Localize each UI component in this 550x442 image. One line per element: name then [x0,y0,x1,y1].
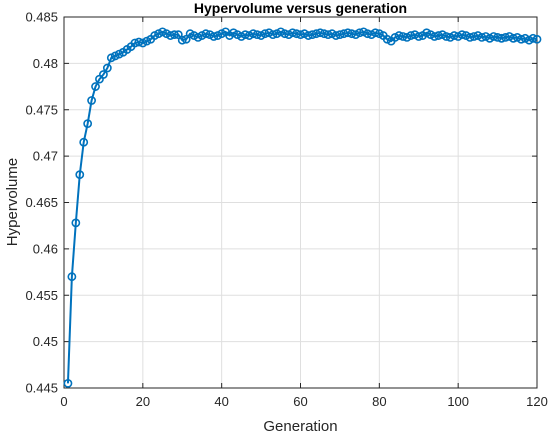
data-point [67,272,77,282]
x-tick-label: 120 [526,394,548,409]
data-point [532,34,542,44]
axes [63,16,538,389]
data-point [177,35,187,45]
y-tick-label: 0.47 [33,149,58,164]
data-point [99,70,108,79]
chart-title: Hypervolume versus generation [194,0,407,16]
data-point [181,34,191,44]
data-point [83,119,93,129]
y-tick-label: 0.455 [25,288,58,303]
y-tick-label: 0.45 [33,334,58,349]
data-point [248,29,258,39]
data-point [169,30,179,40]
y-tick-label: 0.465 [25,195,58,210]
data-point [87,96,96,105]
x-tick-label: 40 [214,394,228,409]
data-point [370,28,380,38]
data-point [414,32,424,41]
x-tick-label: 20 [136,394,150,409]
y-tick-label: 0.475 [25,102,58,117]
series-layer [63,27,542,388]
x-tick-label: 80 [372,394,386,409]
data-point [315,28,325,38]
data-point [335,30,345,40]
data-point [331,31,341,40]
data-point [209,32,219,41]
data-point [79,137,89,147]
data-point [303,31,313,40]
data-point [528,33,538,43]
x-tick-label: 100 [447,394,469,409]
x-tick-label: 0 [60,394,67,409]
data-point [102,63,112,73]
x-tick-label: 60 [293,394,307,409]
data-point [71,218,81,228]
data-point [288,28,298,38]
data-point [63,378,73,388]
data-point [75,170,85,180]
data-point [268,30,278,40]
data-point [457,30,467,40]
data-point [91,82,100,91]
data-point [465,33,475,42]
data-point [497,33,506,43]
data-point [489,32,499,41]
data-point [173,30,183,40]
y-axis-label: Hypervolume [4,158,21,246]
data-point [201,29,211,39]
data-point [343,28,353,38]
tick-labels: 0 20 40 60 80 100 120 0.445 0.45 0.455 0.46 0.465 0.… [25,10,547,410]
y-tick-label: 0.445 [25,381,58,396]
data-point [394,31,404,40]
data-point [307,30,317,40]
data-point [430,32,439,41]
x-axis-label: Generation [263,418,337,435]
y-tick-label: 0.48 [33,56,58,71]
y-tick-label: 0.485 [25,10,58,25]
y-tick-label: 0.46 [33,241,58,256]
